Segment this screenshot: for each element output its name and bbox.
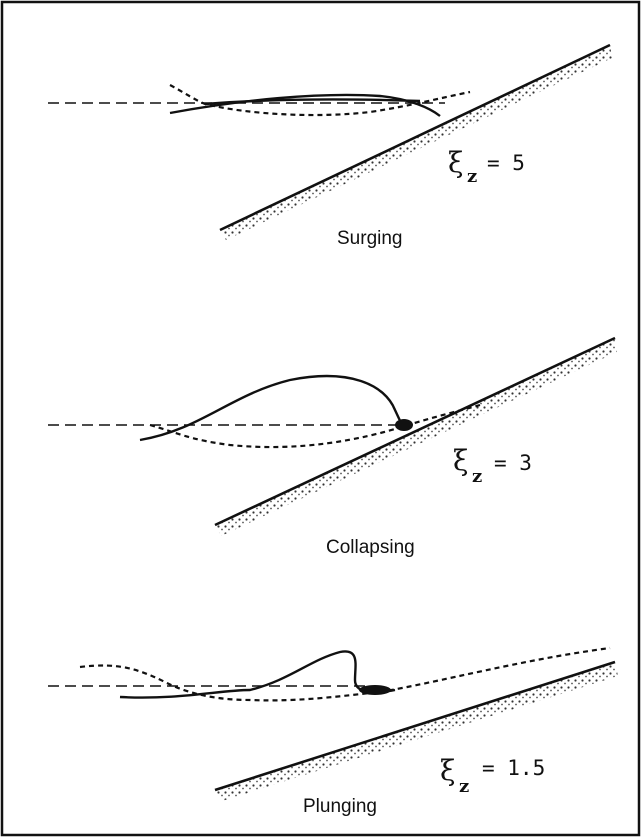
break-point <box>395 419 413 431</box>
panel-collapsing: ξ z = 3 Collapsing <box>48 338 617 558</box>
relation: = 3 <box>494 451 532 475</box>
wave-profile <box>140 376 402 440</box>
frame <box>2 2 639 835</box>
plunge-jet <box>359 685 391 695</box>
beach <box>215 338 617 536</box>
symbol: ξ <box>448 146 463 179</box>
beach <box>220 45 612 240</box>
relation: = 1.5 <box>482 756 545 780</box>
subscript: z <box>467 166 477 187</box>
subscript: z <box>472 466 482 487</box>
relation: = 5 <box>487 151 525 175</box>
panel-plunging: ξ z = 1.5 Plunging <box>48 648 618 817</box>
diagram: ξ z = 5 Surging ξ z = 3 Collapsing ξ z =… <box>0 0 642 838</box>
symbol: ξ <box>440 754 455 787</box>
wave-profile <box>120 651 395 697</box>
panel-label: Collapsing <box>326 537 415 558</box>
beach <box>215 662 618 801</box>
slope <box>215 338 615 525</box>
panel-label: Plunging <box>303 796 377 817</box>
slope <box>220 45 610 230</box>
subscript: z <box>459 776 469 797</box>
symbol: ξ <box>453 444 468 477</box>
panel-label: Surging <box>337 228 403 249</box>
panel-surging: ξ z = 5 Surging <box>48 45 612 249</box>
